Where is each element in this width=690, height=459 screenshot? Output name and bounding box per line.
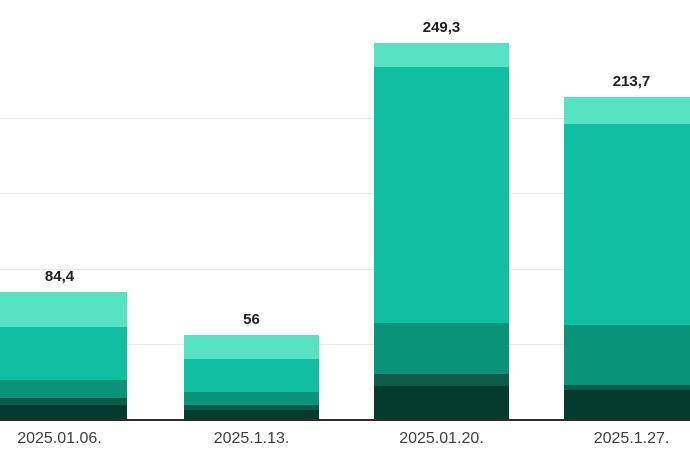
gridline <box>0 269 690 270</box>
bar-2025-1-27- <box>564 97 690 420</box>
x-axis-label: 2025.01.20. <box>399 430 484 447</box>
segment-3-sea-green <box>184 392 319 406</box>
gridline <box>0 344 690 345</box>
segment-5-light-mint <box>564 97 690 124</box>
segment-5-light-mint <box>0 292 127 328</box>
segment-2-dark-green <box>0 397 127 405</box>
segment-4-bright-teal <box>564 123 690 326</box>
segment-3-sea-green <box>374 323 509 375</box>
bar-2025-1-13- <box>184 335 319 420</box>
segment-4-bright-teal <box>374 67 509 324</box>
segment-2-dark-green <box>184 405 319 411</box>
segment-3-sea-green <box>0 380 127 398</box>
bar-2025-01-06- <box>0 292 127 420</box>
bar-value-label: 56 <box>243 311 260 329</box>
bar-value-label: 249,3 <box>422 19 461 36</box>
x-axis-label: 2025.1.13. <box>213 430 290 447</box>
segment-1-darkest-green <box>184 410 319 420</box>
bar-value-label: 213,7 <box>612 72 651 90</box>
x-axis-line <box>0 419 690 421</box>
segment-5-light-mint <box>374 43 509 68</box>
gridline <box>0 118 690 119</box>
bar-value-label: 84,4 <box>44 268 75 286</box>
segment-4-bright-teal <box>0 327 127 381</box>
segment-1-darkest-green <box>564 390 690 420</box>
bar-2025-01-20- <box>374 43 509 420</box>
segment-1-darkest-green <box>0 404 127 420</box>
segment-2-dark-green <box>564 385 690 391</box>
segment-1-darkest-green <box>374 385 509 420</box>
segment-3-sea-green <box>564 325 690 386</box>
x-axis-label: 2025.01.06. <box>17 430 102 447</box>
segment-4-bright-teal <box>184 359 319 393</box>
gridline <box>0 193 690 194</box>
segment-5-light-mint <box>184 335 319 360</box>
x-axis-label: 2025.1.27. <box>593 430 670 447</box>
segment-2-dark-green <box>374 374 509 386</box>
